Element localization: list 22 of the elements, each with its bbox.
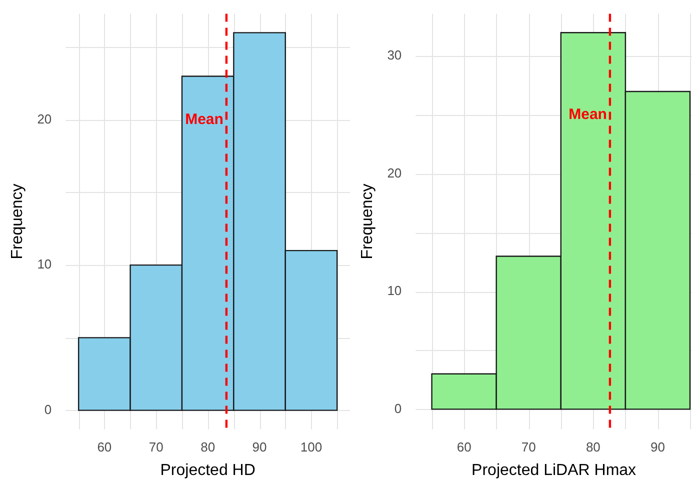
y-tick-label: 10 <box>37 256 52 272</box>
x-tick-label: 90 <box>252 440 267 455</box>
annotation: Mean <box>185 110 224 128</box>
y-axis-title: Frequency <box>9 184 26 260</box>
x-tick-label: 90 <box>650 440 665 455</box>
annotation: Mean <box>568 106 607 124</box>
x-axis-title: Projected HD <box>160 462 256 479</box>
x-tick-label: 70 <box>148 440 164 455</box>
x-tick-label: 60 <box>456 440 472 455</box>
y-tick-label: 20 <box>37 111 52 126</box>
y-tick-label: 10 <box>387 283 402 298</box>
x-tick-label: 100 <box>300 440 322 455</box>
y-tick-label: 0 <box>44 402 52 417</box>
x-tick-label: 80 <box>200 440 216 455</box>
y-tick-label: 30 <box>387 48 402 63</box>
x-tick-label: 80 <box>586 440 600 455</box>
y-tick-label: 20 <box>387 165 402 180</box>
y-axis-title: Frequency <box>359 184 376 260</box>
x-axis-title: Projected LiDAR Hmax <box>472 462 636 479</box>
x-tick-label: 70 <box>521 440 536 455</box>
x-tick-label: 60 <box>97 440 112 455</box>
y-tick-label: 0 <box>394 400 402 416</box>
